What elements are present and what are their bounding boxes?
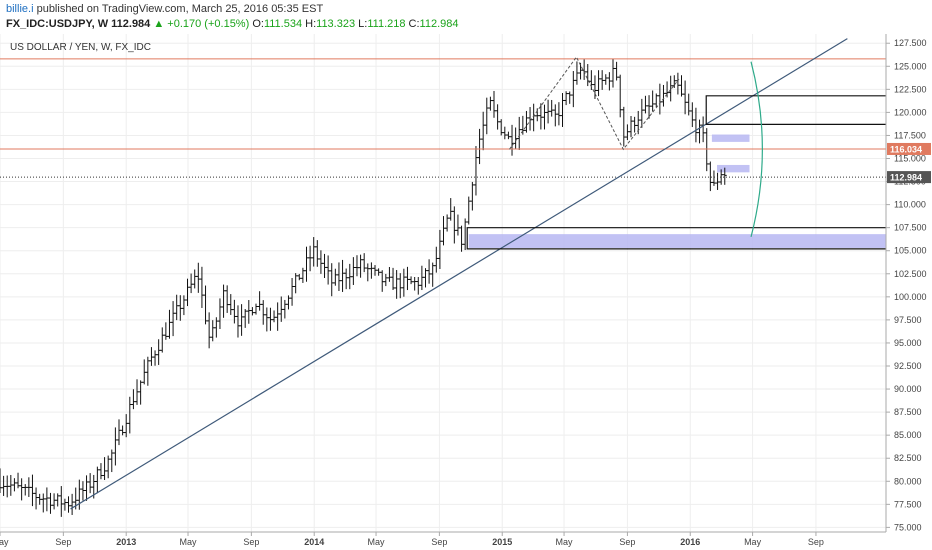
support-zone [711,134,750,142]
x-tick-label: May [0,537,9,547]
ohlc-series [0,58,727,517]
y-tick-label: 127.500 [894,38,927,48]
close-value: 112.984 [419,18,459,30]
zones-layer [468,134,886,248]
pattern-dashed-line [509,56,680,151]
low-value: 111.218 [367,18,406,30]
y-tick-label: 100.000 [894,292,927,302]
y-tick-label: 77.500 [894,499,922,509]
y-tick-label: 97.500 [894,315,922,325]
y-tick-label: 82.500 [894,453,922,463]
close-label: C: [408,18,420,30]
y-tick-label: 117.500 [894,130,926,140]
drawings-layer[interactable] [0,38,886,510]
y-tick-label: 75.000 [894,522,922,532]
y-tick-label: 95.000 [894,338,922,348]
x-tick-label: 2013 [116,537,136,547]
author-link[interactable]: billie.i [6,3,34,15]
y-tick-label: 80.000 [894,476,922,486]
quote-line: FX_IDC:USDJPY, W 112.984 ▲ +0.170 (+0.15… [6,18,459,30]
x-tick-label: May [368,537,386,547]
x-tick-label: 2016 [680,537,700,547]
y-tick-label: 120.000 [894,107,927,117]
time-axis[interactable]: May Sep 2013 May Sep 2014 May Sep 2015 May Sep 2016… [0,532,824,547]
high-label: H: [305,18,317,30]
y-tick-label: 122.500 [894,84,927,94]
y-tick-label: 102.500 [894,269,927,279]
x-tick-label: May [180,537,198,547]
x-tick-label: Sep [55,537,71,547]
range-box [705,95,886,125]
x-tick-label: 2014 [304,537,324,547]
x-tick-label: May [744,537,762,547]
time-arc [750,61,763,238]
last-price: 112.984 [111,18,151,30]
open-value: 111.534 [263,18,303,30]
low-label: L: [358,18,368,30]
chart-header: billie.i published on TradingView.com, M… [0,0,932,34]
trendline [70,38,848,510]
open-label: O: [252,18,264,30]
y-tick-label: 92.500 [894,361,922,371]
range-box [466,227,886,250]
y-tick-label: 115.000 [894,154,926,164]
x-tick-label: Sep [619,537,635,547]
x-tick-label: Sep [243,537,259,547]
price-change: ▲ +0.170 (+0.15%) [153,18,250,30]
x-tick-label: 2015 [492,537,512,547]
price-label-bg [887,171,931,184]
x-tick-label: Sep [431,537,447,547]
high-value: 113.323 [316,18,356,30]
price-label-text: 116.034 [890,144,922,154]
published-text: published on TradingView.com, March 25, … [36,3,324,15]
support-zone [717,164,750,173]
y-tick-label: 125.000 [894,61,927,71]
support-zone [468,234,886,248]
y-tick-label: 105.000 [894,246,927,256]
y-tick-label: 87.500 [894,407,922,417]
price-label-bg [887,142,931,155]
x-tick-label: Sep [808,537,824,547]
x-tick-label: May [556,537,574,547]
publish-line: billie.i published on TradingView.com, M… [6,3,323,15]
price-chart[interactable]: 75.000 77.500 80.000 82.500 85.000 87.500 90.0… [0,34,932,550]
symbol-label: FX_IDC:USDJPY, W [6,18,109,30]
y-tick-label: 110.000 [894,200,926,210]
price-label-text: 112.984 [890,173,922,183]
y-tick-label: 107.500 [894,223,927,233]
y-tick-label: 85.000 [894,430,922,440]
chart-background [0,34,932,550]
price-axis[interactable]: 75.000 77.500 80.000 82.500 85.000 87.500 90.0… [886,38,931,532]
chart-title: US DOLLAR / YEN, W, FX_IDC [10,42,151,53]
y-tick-label: 90.000 [894,384,922,394]
